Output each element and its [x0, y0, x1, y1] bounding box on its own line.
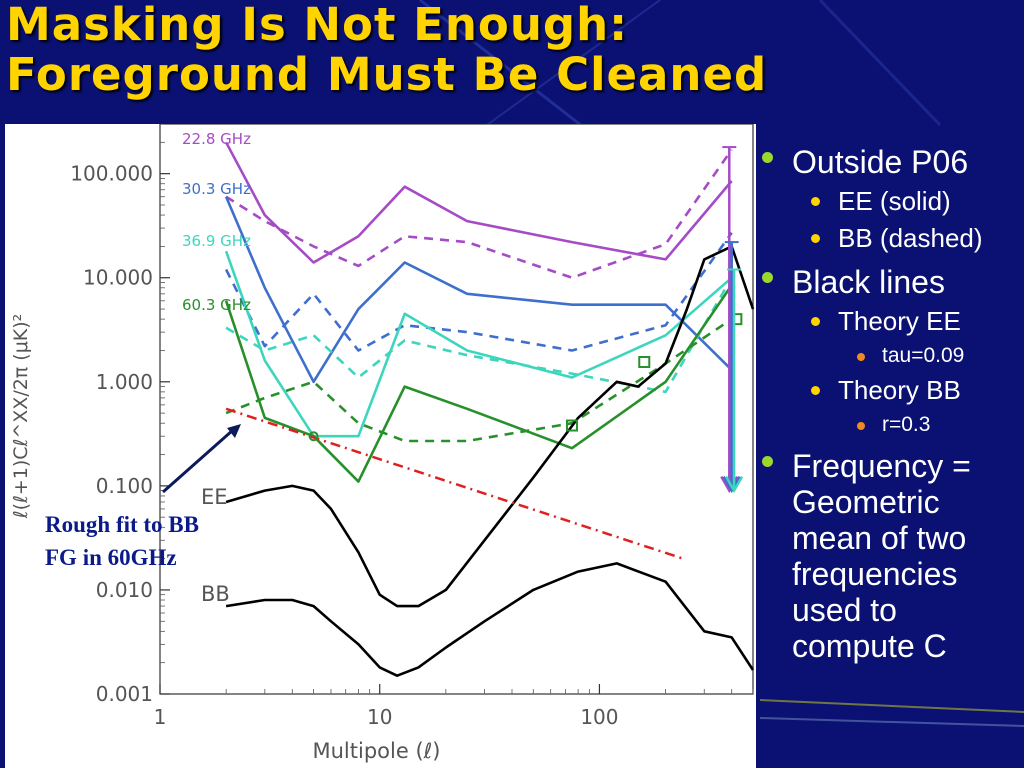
- series-line-36-9-ghz-solid: [224, 250, 733, 438]
- y-tick-label: 0.001: [96, 682, 153, 706]
- bullet-dot-icon: [762, 152, 773, 163]
- y-tick-label: 0.010: [96, 578, 153, 602]
- series-line-ee-solid: [225, 245, 755, 608]
- series-label-60-3-ghz: 60.3 GHz: [182, 296, 251, 314]
- bullet-tau: tau=0.09: [758, 343, 1022, 369]
- y-axis-label: ℓ(ℓ+1)Cℓ^XX/2π (μK)²: [10, 314, 32, 520]
- chart-panel: 0.001 0.010 0.100 1.000 10.000 100.000 1 10 100 M…: [5, 124, 756, 768]
- bullet-frequency: Frequency = Geometric mean of two freque…: [758, 448, 1022, 664]
- series-line-series-7-dashed: [225, 318, 733, 443]
- annotation-arrow: [162, 428, 234, 494]
- annotation-arrow-head-icon: [227, 424, 241, 438]
- series-label-ee: EE: [201, 485, 228, 509]
- y-tick-label: 1.000: [96, 370, 153, 394]
- x-axis-label: Multipole (ℓ): [313, 739, 441, 763]
- bullet-ee-solid: EE (solid): [758, 186, 1022, 217]
- bullet-dot-icon: [811, 317, 820, 326]
- bullet-text: EE (solid): [838, 186, 951, 216]
- bullet-dot-icon: [857, 422, 865, 430]
- bullet-theory-ee: Theory EE: [758, 306, 1022, 337]
- series-line-series-3-dashed: [224, 232, 733, 352]
- annotation-line-2: FG in 60GHz: [45, 545, 177, 570]
- bullet-text: Outside P06: [792, 144, 969, 180]
- bullet-dot-icon: [811, 234, 820, 243]
- bullet-black-lines: Black lines: [758, 264, 1022, 300]
- bullet-text: Black lines: [792, 264, 945, 300]
- series-label-36-9-ghz: 36.9 GHz: [182, 232, 251, 250]
- bullet-bb-dashed: BB (dashed): [758, 223, 1022, 254]
- power-spectrum-chart: 0.001 0.010 0.100 1.000 10.000 100.000 1 10 100 M…: [10, 124, 755, 763]
- annotation-line-1: Rough fit to BB: [45, 512, 199, 537]
- bullet-list: Outside P06 EE (solid) BB (dashed) Black…: [758, 142, 1022, 768]
- y-tick-label: 0.100: [96, 474, 153, 498]
- bullet-text: r=0.3: [882, 413, 931, 436]
- x-tick-label: 1: [154, 705, 167, 729]
- y-tick-label: 10.000: [83, 266, 153, 290]
- series-line-bb-solid: [225, 562, 755, 678]
- bullet-dot-icon: [811, 386, 820, 395]
- bullet-dot-icon: [811, 197, 820, 206]
- plot-frame: [159, 124, 754, 695]
- x-tick-label: 10: [367, 705, 392, 729]
- bullet-dot-icon: [857, 353, 865, 361]
- series-line-30-3-ghz-solid: [224, 196, 733, 384]
- y-tick-label: 100.000: [70, 162, 153, 186]
- series-label-22-8-ghz: 22.8 GHz: [182, 130, 251, 148]
- marker-circle: [308, 431, 319, 442]
- error-bar-arrow-icon: [722, 476, 741, 494]
- bullet-dot-icon: [762, 272, 773, 283]
- bullet-dot-icon: [762, 456, 773, 467]
- bullet-text: Theory BB: [838, 375, 961, 405]
- bullet-text: tau=0.09: [882, 344, 965, 367]
- series-line-60-3-ghz-solid: [224, 284, 733, 483]
- marker-square: [565, 419, 578, 432]
- slide-title: Masking Is Not Enough: Foreground Must B…: [6, 0, 1016, 100]
- series-line-22-8-ghz-solid: [224, 141, 733, 264]
- bullet-theory-bb: Theory BB: [758, 375, 1022, 406]
- x-tick-label: 100: [580, 705, 618, 729]
- series-label-bb: BB: [201, 582, 230, 606]
- bullet-outside-p06: Outside P06: [758, 144, 1022, 180]
- error-bar-arrow-icon: [724, 476, 744, 494]
- bullet-text: Theory EE: [838, 306, 961, 336]
- bullet-text: Frequency = Geometric mean of two freque…: [792, 448, 971, 664]
- title-line-1: Masking Is Not Enough:: [6, 0, 629, 51]
- series-line-series-1-dashed: [225, 148, 733, 279]
- annotation-rough-fit: Rough fit to BB FG in 60GHz: [45, 508, 285, 574]
- marker-square: [638, 355, 651, 368]
- bullet-text: BB (dashed): [838, 223, 983, 253]
- title-line-2: Foreground Must Be Cleaned: [6, 48, 768, 101]
- series-label-30-3-ghz: 30.3 GHz: [182, 180, 251, 198]
- series-line-rough-fit-to-bb-fg-in-60ghz-dashdot: [225, 407, 684, 560]
- bullet-r: r=0.3: [758, 412, 1022, 438]
